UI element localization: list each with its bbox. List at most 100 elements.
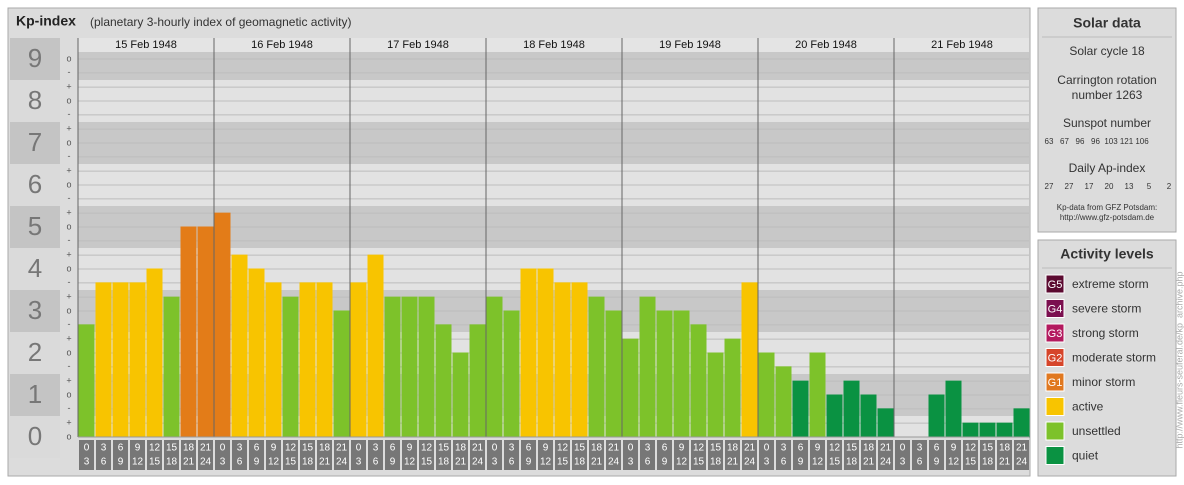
legend-label: severe storm — [1072, 302, 1141, 316]
y-minor-label: + — [66, 208, 71, 218]
panel-title: Activity levels — [1060, 246, 1154, 262]
y-tick-label: 8 — [28, 85, 42, 115]
day-label: 21 Feb 1948 — [931, 39, 993, 51]
y-minor-label: o — [66, 221, 71, 231]
hour-from: 6 — [254, 443, 260, 454]
y-minor-label: + — [66, 166, 71, 176]
bar — [282, 296, 299, 438]
hour-to: 3 — [492, 457, 498, 468]
y-minor-label: - — [68, 319, 71, 329]
y-minor-label: o — [66, 263, 71, 273]
legend-swatch — [1045, 397, 1065, 416]
solar-panel — [1037, 7, 1177, 233]
panel-title: Solar data — [1073, 15, 1141, 31]
hour-box — [521, 440, 536, 470]
sunspot-value: 63 — [1045, 137, 1054, 146]
sunspot-value: 67 — [1060, 137, 1069, 146]
label-band — [10, 38, 60, 80]
hour-from: 15 — [166, 443, 178, 454]
y-tick-label: 5 — [28, 211, 42, 241]
y-minor-label: - — [68, 403, 71, 413]
y-minor-label: + — [66, 292, 71, 302]
legend-label: minor storm — [1072, 375, 1135, 389]
ap-value: 5 — [1147, 182, 1152, 191]
hour-from: 15 — [846, 443, 858, 454]
hour-to: 3 — [220, 457, 226, 468]
hour-to: 21 — [455, 457, 467, 468]
bar — [962, 422, 979, 438]
hour-box — [181, 440, 196, 470]
bar — [435, 324, 452, 438]
legend-label: extreme storm — [1072, 277, 1149, 291]
hour-to: 3 — [84, 457, 90, 468]
legend-badge: G2 — [1048, 352, 1063, 364]
label-band — [10, 206, 60, 248]
hour-to: 6 — [101, 457, 107, 468]
y-minor-label: - — [68, 109, 71, 119]
hour-box — [861, 440, 876, 470]
hour-box — [130, 440, 145, 470]
hour-to: 12 — [676, 457, 688, 468]
hour-from: 21 — [880, 443, 892, 454]
hour-box — [96, 440, 111, 470]
hour-from: 6 — [934, 443, 940, 454]
day-label: 20 Feb 1948 — [795, 39, 857, 51]
bar — [248, 268, 265, 438]
sunspot-value: 96 — [1091, 137, 1100, 146]
hour-to: 3 — [764, 457, 770, 468]
hour-box — [623, 440, 638, 470]
hour-from: 0 — [220, 443, 226, 454]
sunspot-value: 106 — [1135, 137, 1149, 146]
hour-to: 9 — [934, 457, 940, 468]
bar — [945, 380, 962, 438]
hour-to: 9 — [798, 457, 804, 468]
bar — [503, 310, 520, 438]
bar — [673, 310, 690, 438]
bar — [554, 282, 571, 438]
hour-box — [844, 440, 859, 470]
hour-box — [606, 440, 621, 470]
hour-box — [198, 440, 213, 470]
hour-to: 12 — [812, 457, 824, 468]
y-minor-label: o — [66, 95, 71, 105]
bar — [707, 352, 724, 438]
hour-from: 3 — [781, 443, 787, 454]
bar — [996, 422, 1013, 438]
label-band — [10, 164, 60, 206]
bar — [537, 268, 554, 438]
bar — [843, 380, 860, 438]
minor-col — [62, 38, 77, 437]
hour-to: 24 — [744, 457, 756, 468]
bar — [146, 268, 163, 438]
hour-box — [963, 440, 978, 470]
ap-value: 27 — [1045, 182, 1054, 191]
hour-box — [317, 440, 332, 470]
bar — [214, 212, 231, 438]
hour-to: 24 — [472, 457, 484, 468]
hour-to: 24 — [608, 457, 620, 468]
hour-box — [827, 440, 842, 470]
header-strip — [78, 38, 1029, 52]
y-minor-label: + — [66, 124, 71, 134]
hour-from: 0 — [628, 443, 634, 454]
bar — [860, 394, 877, 438]
bar — [95, 282, 112, 438]
hour-to: 18 — [710, 457, 722, 468]
hour-box — [640, 440, 655, 470]
hour-to: 12 — [268, 457, 280, 468]
y-minor-label: o — [66, 179, 71, 189]
hour-from: 15 — [574, 443, 586, 454]
label-band — [10, 332, 60, 374]
bar — [367, 254, 384, 438]
label-band — [10, 248, 60, 290]
hour-to: 15 — [421, 457, 433, 468]
hour-from: 21 — [1016, 443, 1028, 454]
hour-to: 21 — [319, 457, 331, 468]
hour-from: 9 — [679, 443, 685, 454]
hour-from: 12 — [829, 443, 841, 454]
hour-box — [283, 440, 298, 470]
y-minor-label: + — [66, 250, 71, 260]
legend-badge: G5 — [1048, 279, 1063, 291]
hour-box — [929, 440, 944, 470]
hour-from: 21 — [472, 443, 484, 454]
